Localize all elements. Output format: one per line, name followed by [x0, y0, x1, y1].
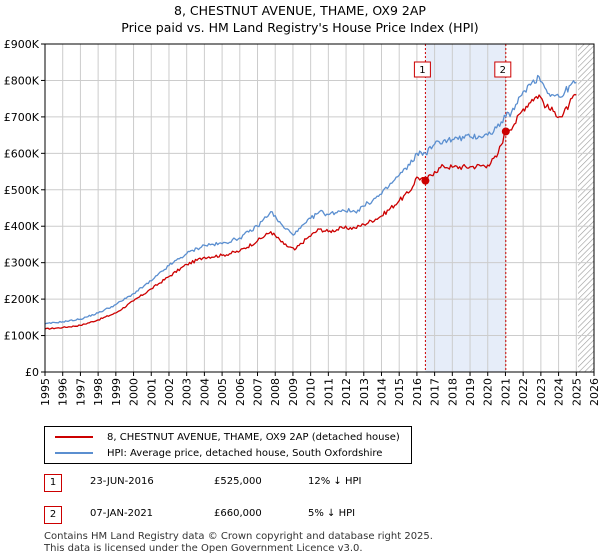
x-tick-label: 2015: [393, 378, 406, 406]
sale-badge-1: 1: [44, 474, 62, 492]
x-tick-label: 2016: [411, 378, 424, 406]
y-tick-label: £500K: [4, 184, 40, 197]
future-hatch-area: [578, 44, 594, 372]
x-tick-label: 2010: [305, 378, 318, 406]
x-tick-label: 2009: [287, 378, 300, 406]
x-tick-label: 2014: [375, 378, 388, 406]
x-tick-label: 1997: [74, 378, 87, 406]
chart-subtitle: Price paid vs. HM Land Registry's House …: [121, 20, 479, 35]
x-tick-label: 1996: [57, 378, 70, 406]
y-tick-label: £700K: [4, 111, 40, 124]
chart-title: 8, CHESTNUT AVENUE, THAME, OX9 2AP: [174, 3, 426, 18]
sale-badge-2: 2: [44, 506, 62, 524]
hpi-price-line: [44, 74, 577, 325]
x-tick-label: 2007: [252, 378, 265, 406]
ownership-shaded-period: [425, 44, 506, 372]
x-tick-label: 2002: [163, 378, 176, 406]
y-tick-label: £0: [25, 366, 39, 379]
x-tick-label: 2023: [535, 378, 548, 406]
sale-point-2: [501, 127, 510, 136]
x-tick-label: 2000: [128, 378, 141, 406]
x-tick-label: 2018: [446, 378, 459, 406]
legend-item-hpi: HPI: Average price, detached house, Sout…: [55, 446, 382, 460]
x-tick-label: 2004: [198, 378, 211, 406]
legend-item-property: 8, CHESTNUT AVENUE, THAME, OX9 2AP (deta…: [55, 430, 400, 444]
x-tick-label: 1995: [39, 378, 52, 406]
x-tick-label: 2003: [181, 378, 194, 406]
x-tick-label: 2022: [517, 378, 530, 406]
x-tick-label: 2008: [269, 378, 282, 406]
y-tick-label: £300K: [4, 257, 40, 270]
sale-price-2: £660,000: [214, 508, 262, 519]
sale-price-1: £525,000: [214, 476, 262, 487]
x-tick-label: 2025: [570, 378, 583, 406]
sale-hpi-1: 12% ↓ HPI: [308, 476, 362, 487]
x-tick-label: 2001: [145, 378, 158, 406]
x-tick-label: 1999: [110, 378, 123, 406]
footer-copyright: Contains HM Land Registry data © Crown c…: [44, 531, 433, 542]
legend-swatch-hpi: [55, 452, 93, 454]
x-tick-label: 2012: [340, 378, 353, 406]
x-tick-label: 1998: [92, 378, 105, 406]
x-tick-label: 2021: [499, 378, 512, 406]
y-tick-label: £400K: [4, 220, 40, 233]
x-tick-label: 2011: [322, 378, 335, 406]
x-tick-label: 2024: [553, 378, 566, 406]
y-tick-label: £800K: [4, 74, 40, 87]
plot-frame: [44, 43, 595, 373]
footer-licence: This data is licensed under the Open Gov…: [44, 543, 363, 554]
x-tick-label: 2005: [216, 378, 229, 406]
sale-marker-box-1: [413, 61, 431, 78]
property-price-line: [44, 93, 577, 330]
sale-marker-label-2: 2: [500, 65, 506, 76]
legend: 8, CHESTNUT AVENUE, THAME, OX9 2AP (deta…: [44, 426, 412, 464]
x-tick-label: 2017: [429, 378, 442, 406]
sale-date-2: 07-JAN-2021: [90, 508, 154, 519]
y-tick-label: £600K: [4, 147, 40, 160]
y-tick-label: £200K: [4, 293, 40, 306]
sale-point-1: [421, 176, 430, 185]
y-tick-label: £100K: [4, 330, 40, 343]
legend-swatch-property: [55, 436, 93, 438]
x-tick-label: 2006: [234, 378, 247, 406]
x-tick-label: 2019: [464, 378, 477, 406]
y-tick-label: £900K: [4, 38, 40, 51]
sale-marker-box-2: [494, 61, 512, 78]
sale-date-1: 23-JUN-2016: [90, 476, 154, 487]
x-tick-label: 2026: [588, 378, 600, 406]
plot-background: [45, 44, 594, 372]
x-tick-label: 2013: [358, 378, 371, 406]
price-chart: 1 2 £0 £100K £200K £300K £400K £500K £600K £700K £…: [4, 38, 600, 406]
legend-label-hpi: HPI: Average price, detached house, Sout…: [107, 447, 383, 459]
x-tick-label: 2020: [482, 378, 495, 406]
legend-label-property: 8, CHESTNUT AVENUE, THAME, OX9 2AP (deta…: [107, 431, 400, 443]
sale-marker-label-1: 1: [419, 65, 425, 76]
sale-hpi-2: 5% ↓ HPI: [308, 508, 356, 519]
